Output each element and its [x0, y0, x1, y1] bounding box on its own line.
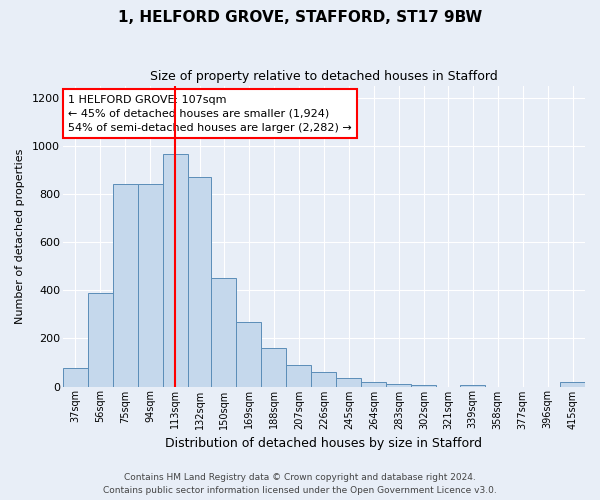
X-axis label: Distribution of detached houses by size in Stafford: Distribution of detached houses by size …	[166, 437, 482, 450]
Bar	[262, 348, 286, 387]
Bar	[88, 292, 113, 386]
Y-axis label: Number of detached properties: Number of detached properties	[15, 148, 25, 324]
Title: Size of property relative to detached houses in Stafford: Size of property relative to detached ho…	[150, 70, 498, 83]
Bar	[63, 368, 88, 386]
Bar	[311, 372, 337, 386]
Bar	[138, 184, 163, 386]
Bar	[361, 382, 386, 386]
Bar	[211, 278, 236, 386]
Bar	[163, 154, 188, 386]
Bar	[386, 384, 412, 386]
Text: 1, HELFORD GROVE, STAFFORD, ST17 9BW: 1, HELFORD GROVE, STAFFORD, ST17 9BW	[118, 10, 482, 25]
Bar	[286, 365, 311, 386]
Text: Contains HM Land Registry data © Crown copyright and database right 2024.
Contai: Contains HM Land Registry data © Crown c…	[103, 474, 497, 495]
Text: 1 HELFORD GROVE: 107sqm
← 45% of detached houses are smaller (1,924)
54% of semi: 1 HELFORD GROVE: 107sqm ← 45% of detache…	[68, 94, 352, 132]
Bar	[337, 378, 361, 386]
Bar	[560, 382, 585, 386]
Bar	[236, 322, 262, 386]
Bar	[188, 177, 211, 386]
Bar	[113, 184, 138, 386]
